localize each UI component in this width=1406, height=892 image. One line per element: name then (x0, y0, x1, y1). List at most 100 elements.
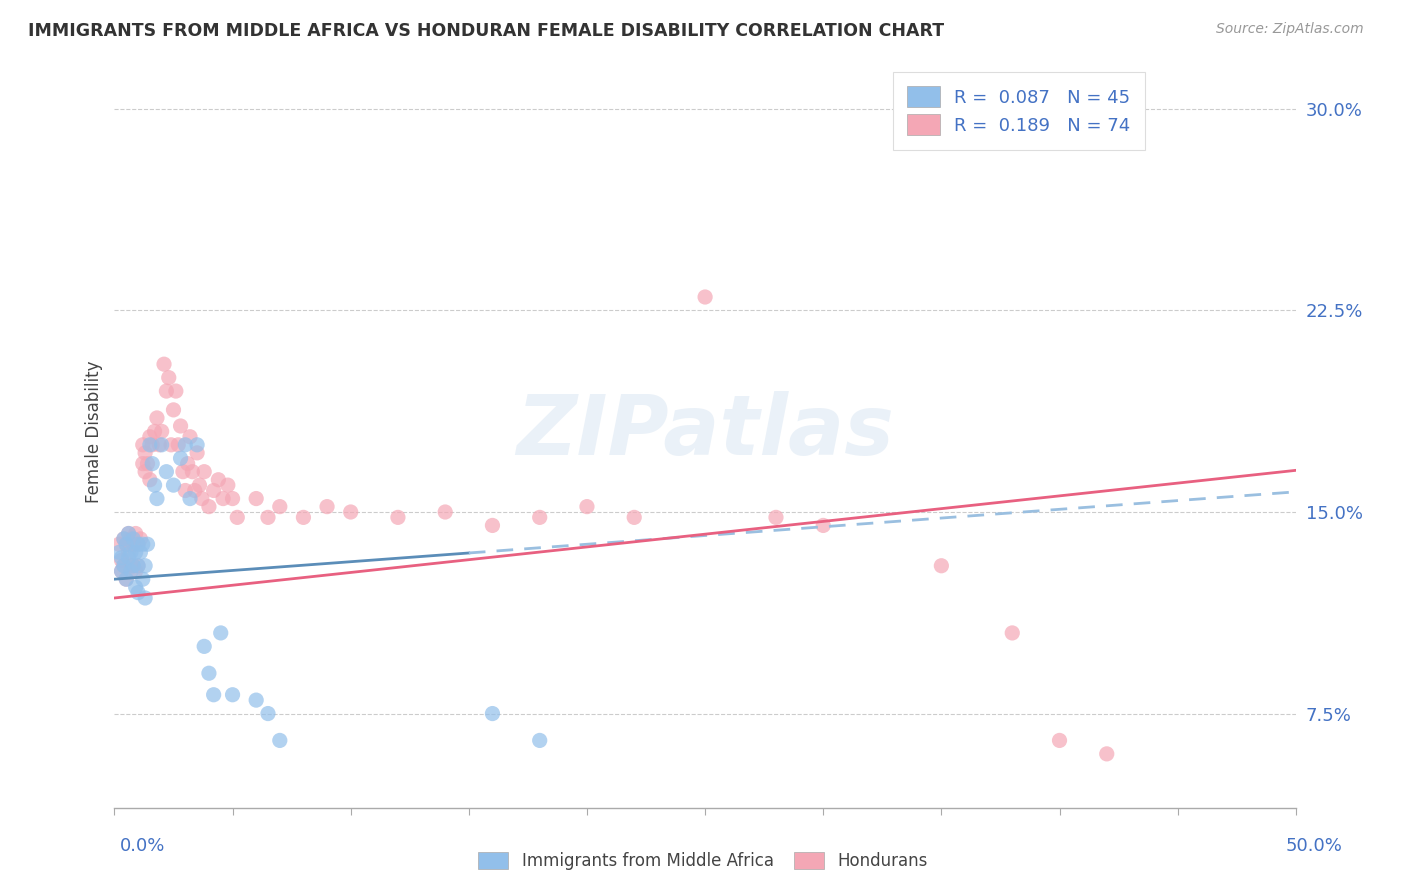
Point (139, 438, 162, 452)
Point (186, 438, 208, 452)
Point (110, 564, 132, 578)
Text: 0.0%: 0.0% (120, 837, 165, 855)
Point (167, 438, 190, 452)
Point (481, 706, 503, 721)
Point (132, 457, 155, 471)
Point (202, 688, 225, 702)
Point (134, 558, 156, 573)
Point (193, 640, 215, 654)
Point (122, 558, 145, 573)
Point (339, 505, 361, 519)
Point (127, 537, 149, 551)
Point (141, 438, 163, 452)
Point (1095, 747, 1118, 761)
Point (127, 558, 149, 573)
Point (269, 500, 291, 514)
Point (134, 591, 156, 605)
Point (169, 419, 191, 434)
Text: ZIPatlas: ZIPatlas (516, 391, 894, 472)
Point (110, 550, 132, 565)
Point (153, 357, 176, 371)
Point (931, 558, 953, 573)
Point (112, 558, 135, 573)
Point (575, 500, 598, 514)
Point (122, 532, 145, 546)
Point (120, 564, 142, 578)
Point (139, 473, 162, 487)
Point (162, 403, 184, 417)
Point (1049, 733, 1071, 747)
Point (1001, 626, 1024, 640)
Point (169, 451, 191, 466)
Point (122, 558, 145, 573)
Point (813, 518, 835, 533)
Point (184, 483, 207, 498)
Point (132, 537, 155, 551)
Point (117, 550, 139, 565)
Point (623, 510, 645, 524)
Point (110, 564, 132, 578)
Point (134, 465, 156, 479)
Point (136, 537, 159, 551)
Point (157, 370, 180, 384)
Point (292, 510, 315, 524)
Point (124, 545, 146, 559)
Point (112, 532, 135, 546)
Point (117, 526, 139, 541)
Point (132, 438, 155, 452)
Point (110, 553, 132, 567)
Point (115, 572, 138, 586)
Point (387, 510, 409, 524)
Point (529, 510, 551, 524)
Point (115, 572, 138, 586)
Point (434, 505, 457, 519)
Point (124, 526, 146, 541)
Point (139, 430, 162, 444)
Point (127, 585, 149, 599)
Point (124, 564, 146, 578)
Point (129, 545, 152, 559)
Point (181, 465, 204, 479)
Legend: R =  0.087   N = 45, R =  0.189   N = 74: R = 0.087 N = 45, R = 0.189 N = 74 (893, 71, 1144, 150)
Text: 50.0%: 50.0% (1286, 837, 1343, 855)
Point (174, 438, 197, 452)
Text: IMMIGRANTS FROM MIDDLE AFRICA VS HONDURAN FEMALE DISABILITY CORRELATION CHART: IMMIGRANTS FROM MIDDLE AFRICA VS HONDURA… (28, 22, 945, 40)
Point (245, 693, 267, 707)
Point (120, 545, 142, 559)
Point (172, 465, 194, 479)
Point (198, 500, 221, 514)
Point (481, 518, 503, 533)
Point (207, 473, 229, 487)
Point (155, 384, 177, 398)
Point (120, 532, 142, 546)
Point (191, 491, 214, 506)
Point (221, 688, 243, 702)
Point (127, 558, 149, 573)
Point (112, 532, 135, 546)
Point (245, 491, 267, 506)
Point (146, 491, 169, 506)
Point (132, 572, 155, 586)
Point (162, 478, 184, 492)
Point (269, 733, 291, 747)
Point (257, 706, 280, 721)
Point (120, 558, 142, 573)
Legend: Immigrants from Middle Africa, Hondurans: Immigrants from Middle Africa, Hondurans (472, 845, 934, 877)
Y-axis label: Female Disability: Female Disability (86, 360, 103, 502)
Point (693, 290, 716, 304)
Point (179, 430, 201, 444)
Point (198, 666, 221, 681)
Point (115, 537, 138, 551)
Point (186, 446, 208, 460)
Point (316, 500, 339, 514)
Point (179, 491, 201, 506)
Point (112, 558, 135, 573)
Point (529, 733, 551, 747)
Point (150, 438, 173, 452)
Point (124, 580, 146, 594)
Point (174, 483, 197, 498)
Point (212, 491, 235, 506)
Point (202, 483, 225, 498)
Point (221, 491, 243, 506)
Point (141, 457, 163, 471)
